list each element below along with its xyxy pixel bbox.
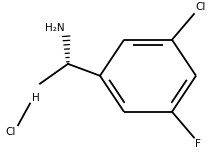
Text: F: F xyxy=(195,139,201,149)
Text: Cl: Cl xyxy=(195,2,205,12)
Text: Cl: Cl xyxy=(6,126,16,137)
Text: H₂N: H₂N xyxy=(45,23,65,33)
Text: H: H xyxy=(32,93,40,103)
